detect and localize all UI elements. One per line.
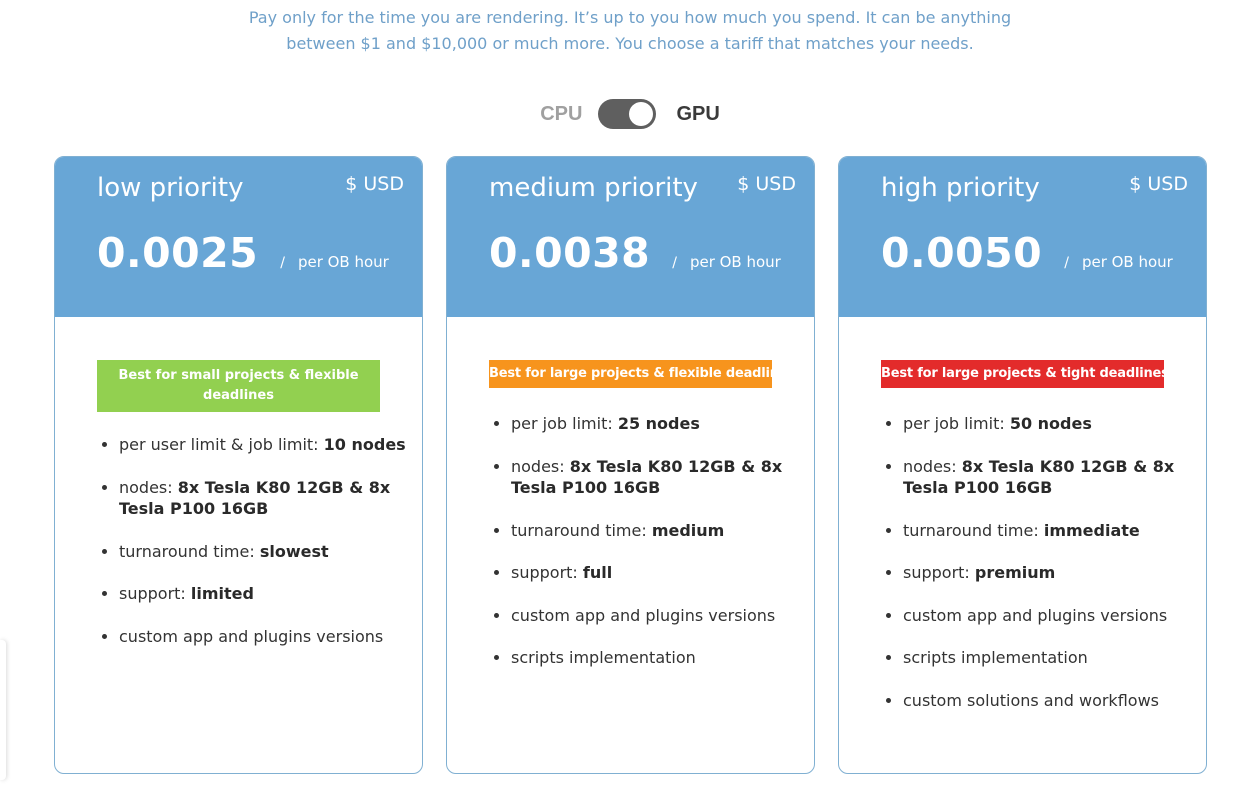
plan-feature-list: per user limit & job limit: 10 nodes nod… xyxy=(97,434,419,668)
plan-name: medium priority xyxy=(489,173,698,203)
feature-item: per job limit: 50 nodes xyxy=(903,413,1203,435)
plan-currency: $ USD xyxy=(1129,173,1188,195)
plan-currency: $ USD xyxy=(737,173,796,195)
price-separator: / xyxy=(672,255,677,271)
cpu-gpu-toggle-row: CPU GPU xyxy=(0,98,1250,130)
plan-price: 0.0050 xyxy=(881,229,1043,277)
plan-price-line: 0.0025 / per OB hour xyxy=(97,229,389,277)
feature-item: support: full xyxy=(511,562,811,584)
feature-item: custom solutions and workflows xyxy=(903,690,1203,712)
plan-badge: Best for large projects & flexible deadl… xyxy=(489,360,795,388)
feature-item: turnaround time: medium xyxy=(511,520,811,542)
plan-header: high priority $ USD 0.0050 / per OB hour xyxy=(839,157,1206,317)
plan-card-medium-priority: medium priority $ USD 0.0038 / per OB ho… xyxy=(446,156,815,774)
plan-header: medium priority $ USD 0.0038 / per OB ho… xyxy=(447,157,814,317)
plan-price-unit: per OB hour xyxy=(689,253,781,271)
plan-price: 0.0025 xyxy=(97,229,259,277)
plan-name: low priority xyxy=(97,173,244,203)
feature-item: nodes: 8x Tesla K80 12GB & 8x Tesla P100… xyxy=(511,456,811,499)
toggle-label-cpu[interactable]: CPU xyxy=(540,102,583,125)
feature-item: support: limited xyxy=(119,583,419,605)
feature-item: per job limit: 25 nodes xyxy=(511,413,811,435)
plan-card-high-priority: high priority $ USD 0.0050 / per OB hour… xyxy=(838,156,1207,774)
feature-item: turnaround time: slowest xyxy=(119,541,419,563)
feature-item: support: premium xyxy=(903,562,1203,584)
plan-header: low priority $ USD 0.0025 / per OB hour xyxy=(55,157,422,317)
plan-badge: Best for small projects & flexible deadl… xyxy=(97,360,380,412)
plan-price-line: 0.0038 / per OB hour xyxy=(489,229,781,277)
plan-price-unit: per OB hour xyxy=(1081,253,1173,271)
price-separator: / xyxy=(1064,255,1069,271)
feature-item: custom app and plugins versions xyxy=(119,626,419,648)
feature-item: nodes: 8x Tesla K80 12GB & 8x Tesla P100… xyxy=(903,456,1203,499)
toggle-label-gpu[interactable]: GPU xyxy=(676,102,720,125)
plan-card-low-priority: low priority $ USD 0.0025 / per OB hour … xyxy=(54,156,423,774)
plan-price-line: 0.0050 / per OB hour xyxy=(881,229,1173,277)
side-widget-tab[interactable] xyxy=(0,640,6,780)
plan-price-unit: per OB hour xyxy=(297,253,389,271)
plan-currency: $ USD xyxy=(345,173,404,195)
feature-item: scripts implementation xyxy=(903,647,1203,669)
pricing-intro: Pay only for the time you are rendering.… xyxy=(200,5,1060,57)
plan-feature-list: per job limit: 25 nodes nodes: 8x Tesla … xyxy=(489,413,811,690)
plan-feature-list: per job limit: 50 nodes nodes: 8x Tesla … xyxy=(881,413,1203,732)
feature-item: custom app and plugins versions xyxy=(903,605,1203,627)
feature-item: per user limit & job limit: 10 nodes xyxy=(119,434,419,456)
intro-line-1: Pay only for the time you are rendering.… xyxy=(248,8,1012,27)
plan-name: high priority xyxy=(881,173,1040,203)
feature-item: custom app and plugins versions xyxy=(511,605,811,627)
intro-line-2: between $1 and $10,000 or much more. You… xyxy=(286,34,974,53)
plan-price: 0.0038 xyxy=(489,229,651,277)
price-separator: / xyxy=(280,255,285,271)
switch-knob xyxy=(629,102,654,126)
plan-badge: Best for large projects & tight deadline… xyxy=(881,360,1169,388)
cpu-gpu-switch[interactable] xyxy=(598,99,657,129)
feature-item: turnaround time: immediate xyxy=(903,520,1203,542)
feature-item: nodes: 8x Tesla K80 12GB & 8x Tesla P100… xyxy=(119,477,419,520)
feature-item: scripts implementation xyxy=(511,647,811,669)
